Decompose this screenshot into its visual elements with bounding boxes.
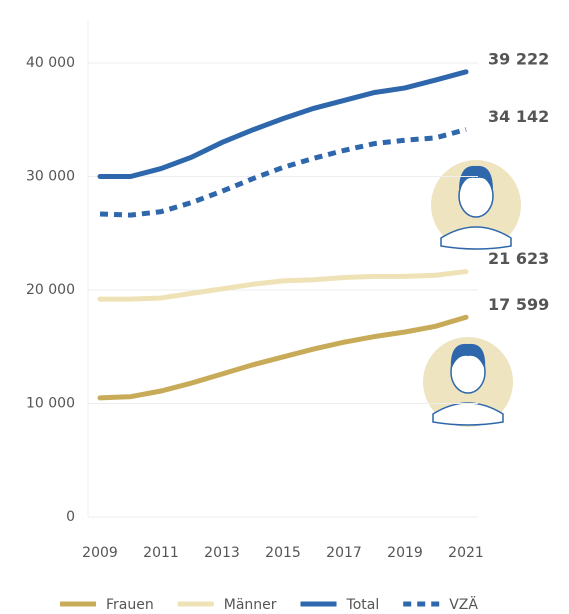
x-tick-label: 2017 bbox=[326, 545, 362, 561]
series-line bbox=[100, 72, 466, 177]
value-label: 21 623 bbox=[488, 249, 549, 268]
chart: 0 10 000 20 000 30 000 40 000 2009 2011 2013 201… bbox=[0, 0, 569, 614]
y-tick-label: 30 000 bbox=[26, 169, 75, 185]
x-tick-label: 2021 bbox=[448, 545, 484, 561]
legend-label: VZÄ bbox=[449, 595, 478, 613]
value-label: 17 599 bbox=[488, 295, 549, 314]
plot: 0 10 000 20 000 30 000 40 000 2009 2011 2013 201… bbox=[26, 20, 549, 613]
value-label: 39 222 bbox=[488, 49, 549, 68]
y-tick-label: 0 bbox=[66, 509, 75, 525]
series-line bbox=[100, 317, 466, 398]
y-tick-label: 10 000 bbox=[26, 396, 75, 412]
x-tick-label: 2019 bbox=[387, 545, 423, 561]
x-tick-label: 2009 bbox=[82, 545, 118, 561]
man-icon bbox=[431, 160, 521, 250]
x-tick-label: 2011 bbox=[143, 545, 179, 561]
series-line bbox=[100, 272, 466, 300]
y-tick-label: 20 000 bbox=[26, 282, 75, 298]
x-tick-label: 2015 bbox=[265, 545, 301, 561]
legend-label: Total bbox=[346, 597, 380, 613]
legend-label: Frauen bbox=[106, 597, 154, 613]
x-tick-label: 2013 bbox=[204, 545, 240, 561]
woman-icon bbox=[423, 337, 513, 427]
legend-label: Männer bbox=[224, 597, 277, 613]
y-tick-label: 40 000 bbox=[26, 55, 75, 71]
value-label: 34 142 bbox=[488, 107, 549, 126]
